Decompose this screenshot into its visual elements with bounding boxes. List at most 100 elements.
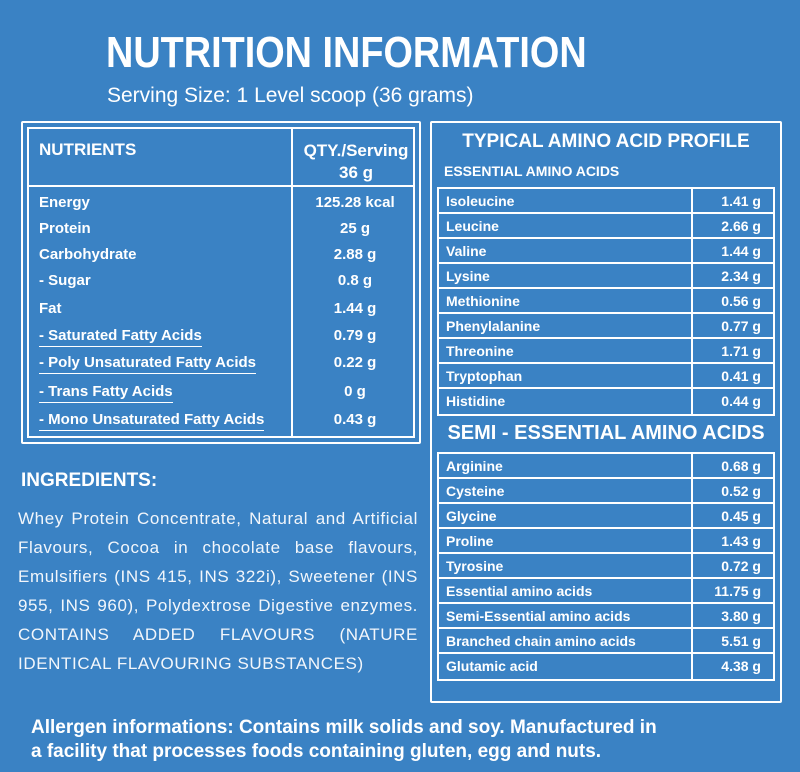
- nutrient-row: Carbohydrate 2.88 g: [29, 242, 413, 268]
- nutrient-name: Protein: [39, 220, 91, 237]
- amino-name: Tyrosine: [446, 558, 504, 574]
- nutrient-qty: 0.79 g: [333, 327, 377, 344]
- amino-name: Branched chain amino acids: [446, 633, 636, 649]
- amino-name: Lysine: [446, 268, 490, 284]
- amino-name: Proline: [446, 533, 494, 549]
- amino-name: Phenylalanine: [446, 318, 541, 334]
- nutrient-row: - Sugar 0.8 g: [29, 268, 413, 294]
- amino-row: Threonine 1.71 g: [439, 339, 773, 364]
- amino-title: TYPICAL AMINO ACID PROFILE: [462, 131, 750, 152]
- serving-size: Serving Size: 1 Level scoop (36 grams): [107, 84, 474, 107]
- ingredients-text: Whey Protein Concentrate, Natural and Ar…: [18, 509, 418, 673]
- nutrient-divider: [291, 187, 293, 436]
- amino-qty: 3.80 g: [721, 608, 761, 624]
- amino-row: Essential amino acids 11.75 g: [439, 579, 773, 604]
- amino-row: Tryptophan 0.41 g: [439, 364, 773, 389]
- semi-essential-title: SEMI - ESSENTIAL AMINO ACIDS: [447, 422, 765, 444]
- amino-row: Glutamic acid 4.38 g: [439, 654, 773, 679]
- amino-row: Tyrosine 0.72 g: [439, 554, 773, 579]
- nutrient-qty: 1.44 g: [333, 300, 377, 317]
- amino-qty: 0.77 g: [721, 318, 761, 334]
- essential-divider: [691, 189, 693, 414]
- nutrient-qty: 0 g: [344, 383, 366, 400]
- nutrient-row: - Mono Unsaturated Fatty Acids 0.43 g: [29, 407, 413, 433]
- amino-name: Essential amino acids: [446, 583, 593, 599]
- amino-name: Valine: [446, 243, 487, 259]
- allergen-info: Allergen informations: Contains milk sol…: [31, 716, 657, 764]
- amino-qty: 0.41 g: [721, 368, 761, 384]
- amino-qty: 0.44 g: [721, 393, 761, 409]
- qty-header: QTY./Serving 36 g: [291, 129, 419, 185]
- nutrient-name: Energy: [39, 194, 90, 211]
- amino-qty: 1.44 g: [721, 243, 761, 259]
- ingredients-title: INGREDIENTS:: [21, 470, 158, 491]
- amino-panel: TYPICAL AMINO ACID PROFILE ESSENTIAL AMI…: [430, 121, 782, 703]
- amino-qty: 5.51 g: [721, 633, 761, 649]
- nutrient-row: Protein 25 g: [29, 216, 413, 242]
- amino-qty: 0.72 g: [721, 558, 761, 574]
- page-title: NUTRITION INFORMATION: [106, 28, 587, 77]
- nutrient-name: - Trans Fatty Acids: [39, 383, 173, 403]
- amino-name: Cysteine: [446, 483, 505, 499]
- amino-name: Histidine: [446, 393, 506, 409]
- amino-name: Isoleucine: [446, 193, 515, 209]
- amino-qty: 1.71 g: [721, 343, 761, 359]
- nutrient-name: - Mono Unsaturated Fatty Acids: [39, 411, 265, 431]
- amino-name: Glycine: [446, 508, 497, 524]
- amino-qty: 0.52 g: [721, 483, 761, 499]
- amino-qty: 0.45 g: [721, 508, 761, 524]
- amino-row: Proline 1.43 g: [439, 529, 773, 554]
- nutrient-row: - Poly Unsaturated Fatty Acids 0.22 g: [29, 350, 413, 376]
- semi-essential-divider: [691, 454, 693, 679]
- amino-name: Threonine: [446, 343, 514, 359]
- amino-row: Methionine 0.56 g: [439, 289, 773, 314]
- amino-name: Methionine: [446, 293, 520, 309]
- nutrient-qty: 125.28 kcal: [315, 194, 395, 211]
- amino-row: Valine 1.44 g: [439, 239, 773, 264]
- nutrients-header: NUTRIENTS: [39, 140, 137, 159]
- amino-qty: 1.41 g: [721, 193, 761, 209]
- nutrient-panel: NUTRIENTS QTY./Serving 36 g Energy 125.28…: [21, 121, 421, 444]
- essential-table: Isoleucine 1.41 g Leucine 2.66 g Valine 1.44 …: [437, 187, 775, 416]
- amino-row: Isoleucine 1.41 g: [439, 189, 773, 214]
- allergen-line-2: a facility that processes foods containi…: [31, 741, 602, 762]
- amino-qty: 4.38 g: [721, 658, 761, 674]
- allergen-line-1: Allergen informations: Contains milk sol…: [31, 717, 657, 738]
- nutrient-name: Carbohydrate: [39, 246, 137, 263]
- semi-essential-table: Arginine 0.68 g Cysteine 0.52 g Glycine 0.45 …: [437, 452, 775, 681]
- amino-qty: 2.34 g: [721, 268, 761, 284]
- amino-qty: 0.56 g: [721, 293, 761, 309]
- nutrient-qty: 25 g: [339, 220, 370, 237]
- amino-row: Semi-Essential amino acids 3.80 g: [439, 604, 773, 629]
- nutrient-name: - Sugar: [39, 272, 91, 289]
- qty-header-line1: QTY./Serving: [303, 141, 409, 160]
- nutrient-row: - Trans Fatty Acids 0 g: [29, 379, 413, 405]
- amino-name: Leucine: [446, 218, 499, 234]
- nutrient-qty: 0.8 g: [337, 272, 373, 289]
- nutrient-name: - Poly Unsaturated Fatty Acids: [39, 354, 256, 374]
- amino-row: Glycine 0.45 g: [439, 504, 773, 529]
- amino-name: Tryptophan: [446, 368, 523, 384]
- nutrient-qty: 0.22 g: [333, 354, 377, 371]
- amino-row: Phenylalanine 0.77 g: [439, 314, 773, 339]
- nutrient-table: NUTRIENTS QTY./Serving 36 g Energy 125.28…: [27, 127, 415, 438]
- amino-qty: 1.43 g: [721, 533, 761, 549]
- nutrient-qty: 2.88 g: [333, 246, 377, 263]
- amino-qty: 2.66 g: [721, 218, 761, 234]
- amino-name: Arginine: [446, 458, 503, 474]
- nutrient-table-header: NUTRIENTS QTY./Serving 36 g: [29, 129, 413, 187]
- amino-qty: 11.75 g: [714, 583, 761, 599]
- nutrient-name: Fat: [39, 300, 62, 317]
- amino-name: Glutamic acid: [446, 658, 538, 674]
- amino-row: Cysteine 0.52 g: [439, 479, 773, 504]
- nutrient-name: - Saturated Fatty Acids: [39, 327, 202, 347]
- amino-row: Lysine 2.34 g: [439, 264, 773, 289]
- amino-row: Branched chain amino acids 5.51 g: [439, 629, 773, 654]
- nutrient-row: - Saturated Fatty Acids 0.79 g: [29, 323, 413, 349]
- nutrient-qty: 0.43 g: [333, 411, 377, 428]
- amino-row: Leucine 2.66 g: [439, 214, 773, 239]
- qty-header-line2: 36 g: [338, 163, 374, 182]
- nutrient-row: Fat 1.44 g: [29, 296, 413, 322]
- amino-qty: 0.68 g: [721, 458, 761, 474]
- amino-row: Arginine 0.68 g: [439, 454, 773, 479]
